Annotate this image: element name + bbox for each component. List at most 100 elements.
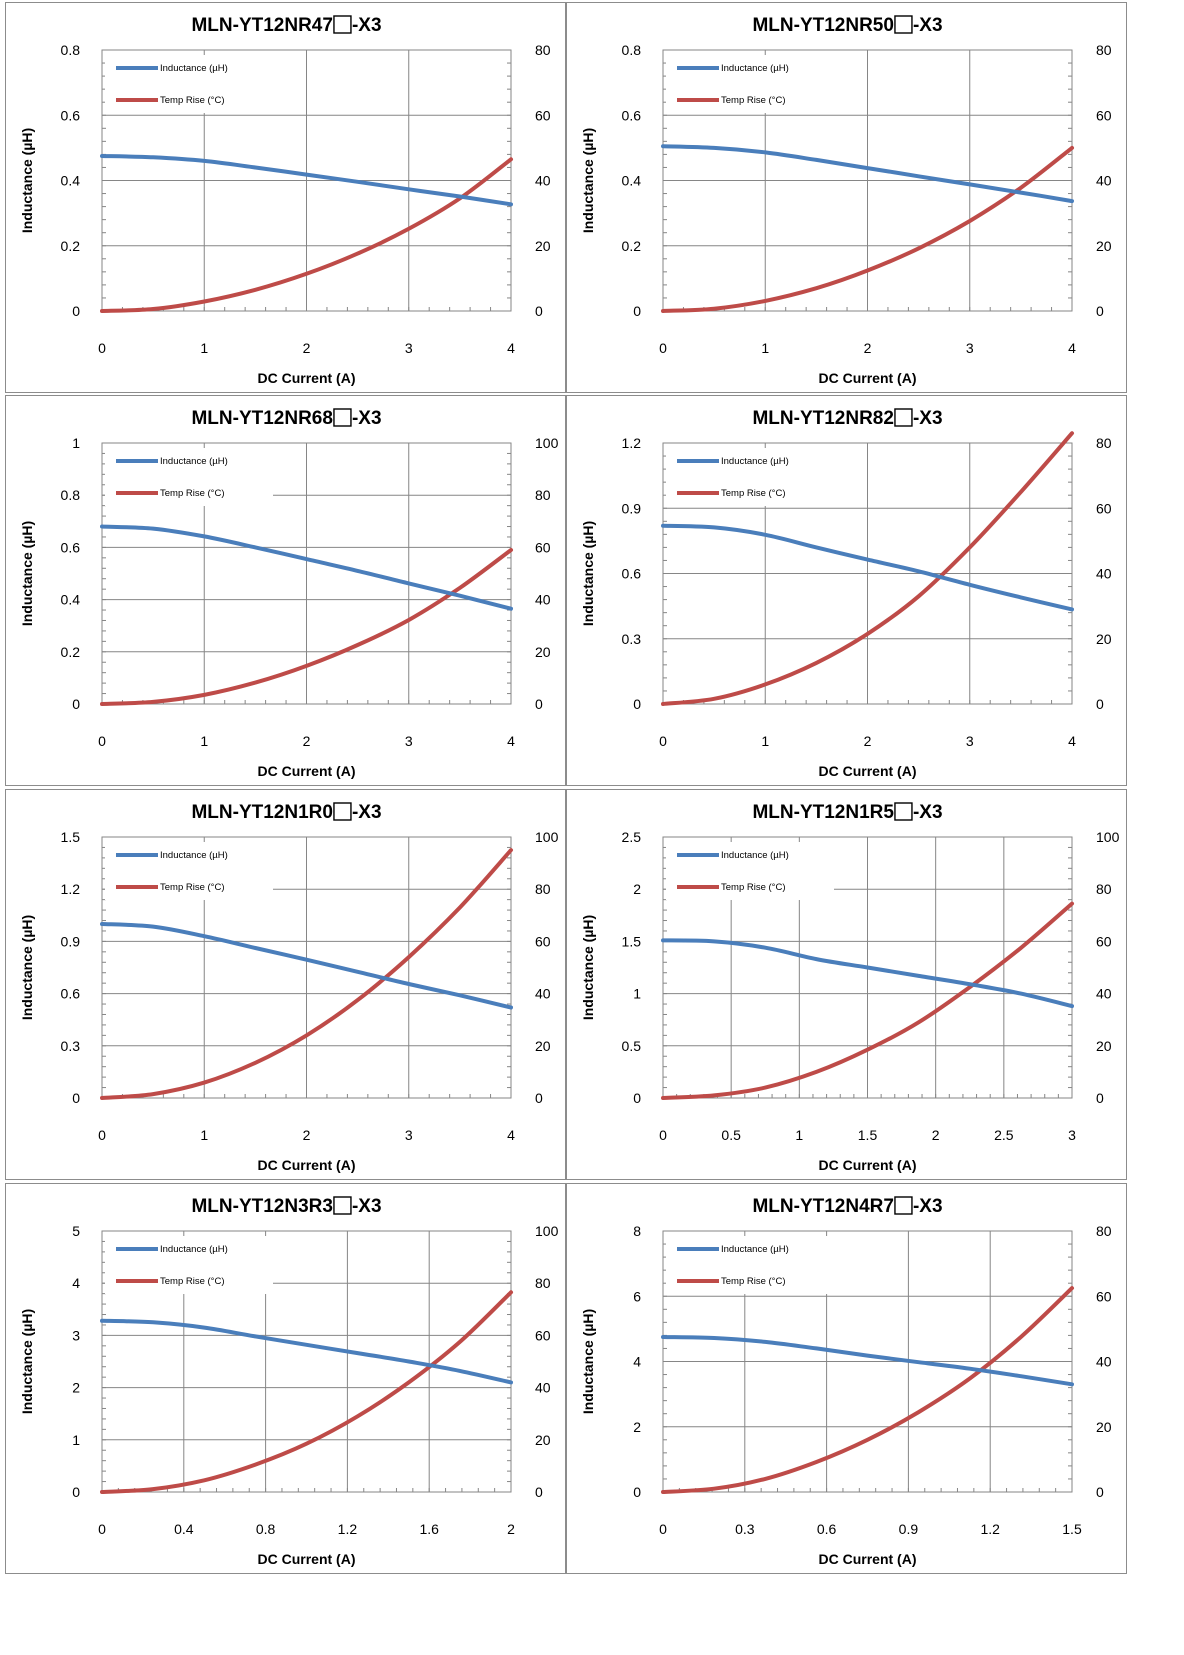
y2-tick-label: 40	[535, 1380, 551, 1396]
y-tick-label: 0.6	[61, 986, 81, 1002]
legend-label: Inductance (µH)	[160, 63, 228, 74]
x-tick-label: 3	[966, 733, 974, 749]
x-axis-label: DC Current (A)	[258, 370, 356, 386]
y2-tick-label: 0	[1096, 1090, 1104, 1106]
temp-rise-series-line	[100, 157, 513, 313]
legend: Inductance (µH) Temp Rise (°C)	[666, 842, 834, 900]
chart-title-part-2: -X3	[913, 1196, 943, 1217]
y-tick-label: 0.2	[61, 644, 81, 660]
chart-title-part-1: MLN-YT12N4R7	[752, 1196, 893, 1217]
legend-label: Inductance (µH)	[721, 1244, 789, 1255]
chart-title-part-2: -X3	[352, 1196, 382, 1217]
y-tick-label: 0.5	[622, 1038, 642, 1054]
y2-tick-label: 20	[535, 644, 551, 660]
legend-background	[105, 842, 273, 900]
x-axis-label: DC Current (A)	[258, 1551, 356, 1567]
legend-label: Temp Rise (°C)	[160, 1276, 225, 1287]
chart-panel: Inductance (µH) Temp Rise (°C) MLN-YT12NR5…	[566, 2, 1127, 393]
x-tick-label: 3	[405, 340, 413, 356]
x-tick-label: 1.6	[419, 1521, 439, 1537]
x-tick-label: 0.4	[174, 1521, 194, 1537]
y2-tick-label: 0	[535, 696, 543, 712]
chart-panel: Inductance (µH) Temp Rise (°C) MLN-YT12N1R…	[566, 789, 1127, 1180]
chart-svg: Inductance (µH) Temp Rise (°C) MLN-YT12NR8…	[580, 408, 1112, 779]
title-box-icon	[333, 802, 352, 821]
chart-title-part-2: -X3	[352, 408, 382, 429]
inductance-series-line	[100, 154, 513, 207]
x-tick-label: 2	[303, 733, 311, 749]
y2-tick-label: 80	[535, 881, 551, 897]
y2-tick-label: 80	[535, 42, 551, 58]
legend-label: Temp Rise (°C)	[160, 488, 225, 499]
x-axis-label: DC Current (A)	[819, 1157, 917, 1173]
chart-title-part-1: MLN-YT12NR50	[752, 15, 893, 36]
x-tick-label: 1.5	[858, 1127, 878, 1143]
y-tick-label: 0.3	[622, 631, 642, 647]
x-tick-label: 1.2	[338, 1521, 358, 1537]
x-tick-label: 0.8	[256, 1521, 276, 1537]
x-tick-label: 0	[659, 340, 667, 356]
y-tick-label: 0	[633, 696, 641, 712]
x-tick-label: 2	[303, 1127, 311, 1143]
title-box-icon	[894, 802, 913, 821]
y2-tick-label: 60	[535, 539, 551, 555]
y2-tick-label: 60	[535, 933, 551, 949]
y-tick-label: 2	[72, 1380, 80, 1396]
x-tick-label: 3	[1068, 1127, 1076, 1143]
chart-title: MLN-YT12N4R7 -X3	[752, 1196, 942, 1217]
inductance-series-line	[661, 938, 1074, 1009]
legend-label: Inductance (µH)	[721, 63, 789, 74]
x-tick-label: 2.5	[994, 1127, 1014, 1143]
y-axis-label: Inductance (µH)	[19, 915, 35, 1020]
y-tick-label: 0.3	[61, 1038, 81, 1054]
y2-tick-label: 100	[1096, 829, 1120, 845]
x-tick-label: 1	[761, 340, 769, 356]
x-tick-label: 1	[200, 340, 208, 356]
x-axis-label: DC Current (A)	[819, 763, 917, 779]
legend-label: Temp Rise (°C)	[160, 95, 225, 106]
inductance-series-line	[100, 524, 513, 611]
temp-rise-series-line	[661, 145, 1074, 313]
x-tick-label: 1	[761, 733, 769, 749]
y-tick-label: 0.6	[622, 566, 642, 582]
title-box-icon	[333, 408, 352, 427]
legend-label: Temp Rise (°C)	[721, 882, 786, 893]
legend-background	[666, 448, 834, 506]
y-axis-label: Inductance (µH)	[19, 521, 35, 626]
y-axis-label: Inductance (µH)	[580, 521, 596, 626]
y-tick-label: 1	[72, 1432, 80, 1448]
chart-title: MLN-YT12NR50 -X3	[752, 15, 942, 36]
y-tick-label: 0.6	[61, 539, 81, 555]
y-tick-label: 4	[72, 1275, 80, 1291]
y-tick-label: 0.4	[622, 173, 642, 189]
x-tick-label: 0	[659, 1521, 667, 1537]
x-tick-label: 1.2	[980, 1521, 1000, 1537]
x-tick-label: 0	[98, 1521, 106, 1537]
legend: Inductance (µH) Temp Rise (°C)	[105, 1236, 273, 1294]
y2-tick-label: 40	[1096, 566, 1112, 582]
chart-svg: Inductance (µH) Temp Rise (°C) MLN-YT12N4R…	[580, 1196, 1112, 1567]
chart-panel: Inductance (µH) Temp Rise (°C) MLN-YT12N4R…	[566, 1183, 1127, 1574]
y-tick-label: 0	[72, 1484, 80, 1500]
y2-tick-label: 80	[1096, 881, 1112, 897]
y2-tick-label: 20	[535, 1432, 551, 1448]
y-tick-label: 0.8	[622, 42, 642, 58]
chart-title-part-2: -X3	[913, 802, 943, 823]
y2-tick-label: 100	[535, 1223, 559, 1239]
chart-panel: Inductance (µH) Temp Rise (°C) MLN-YT12N3R…	[5, 1183, 566, 1574]
y-tick-label: 0.2	[622, 238, 642, 254]
inductance-series-line	[100, 1318, 513, 1385]
x-tick-label: 4	[507, 1127, 515, 1143]
y-axis-label: Inductance (µH)	[580, 1309, 596, 1414]
x-axis-label: DC Current (A)	[819, 370, 917, 386]
legend-label: Temp Rise (°C)	[721, 1276, 786, 1287]
y-tick-label: 1.5	[61, 829, 81, 845]
temp-rise-series-line	[100, 548, 513, 706]
x-tick-label: 0	[659, 1127, 667, 1143]
y-tick-label: 0.4	[61, 173, 81, 189]
y2-tick-label: 20	[1096, 238, 1112, 254]
legend-label: Inductance (µH)	[160, 850, 228, 861]
y2-tick-label: 20	[535, 238, 551, 254]
chart-svg: Inductance (µH) Temp Rise (°C) MLN-YT12N1R…	[19, 802, 559, 1173]
